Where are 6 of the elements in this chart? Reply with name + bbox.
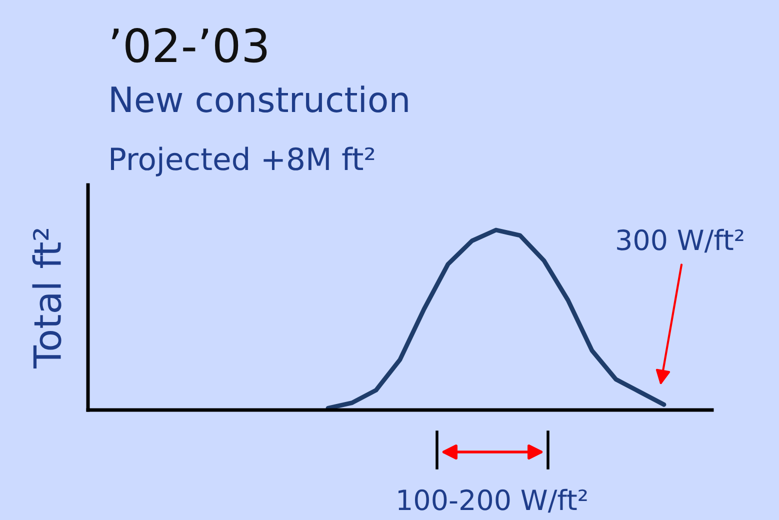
chart-title: ’02-’03 <box>112 28 267 63</box>
text: 100-200 W/ft² <box>398 488 587 513</box>
chart-subtitle: New construction <box>111 86 408 112</box>
text: Projected +8M ft² <box>111 146 374 176</box>
y-axis-title: Total ft² <box>32 228 62 368</box>
annotation: 300 W/ft² <box>617 228 744 253</box>
